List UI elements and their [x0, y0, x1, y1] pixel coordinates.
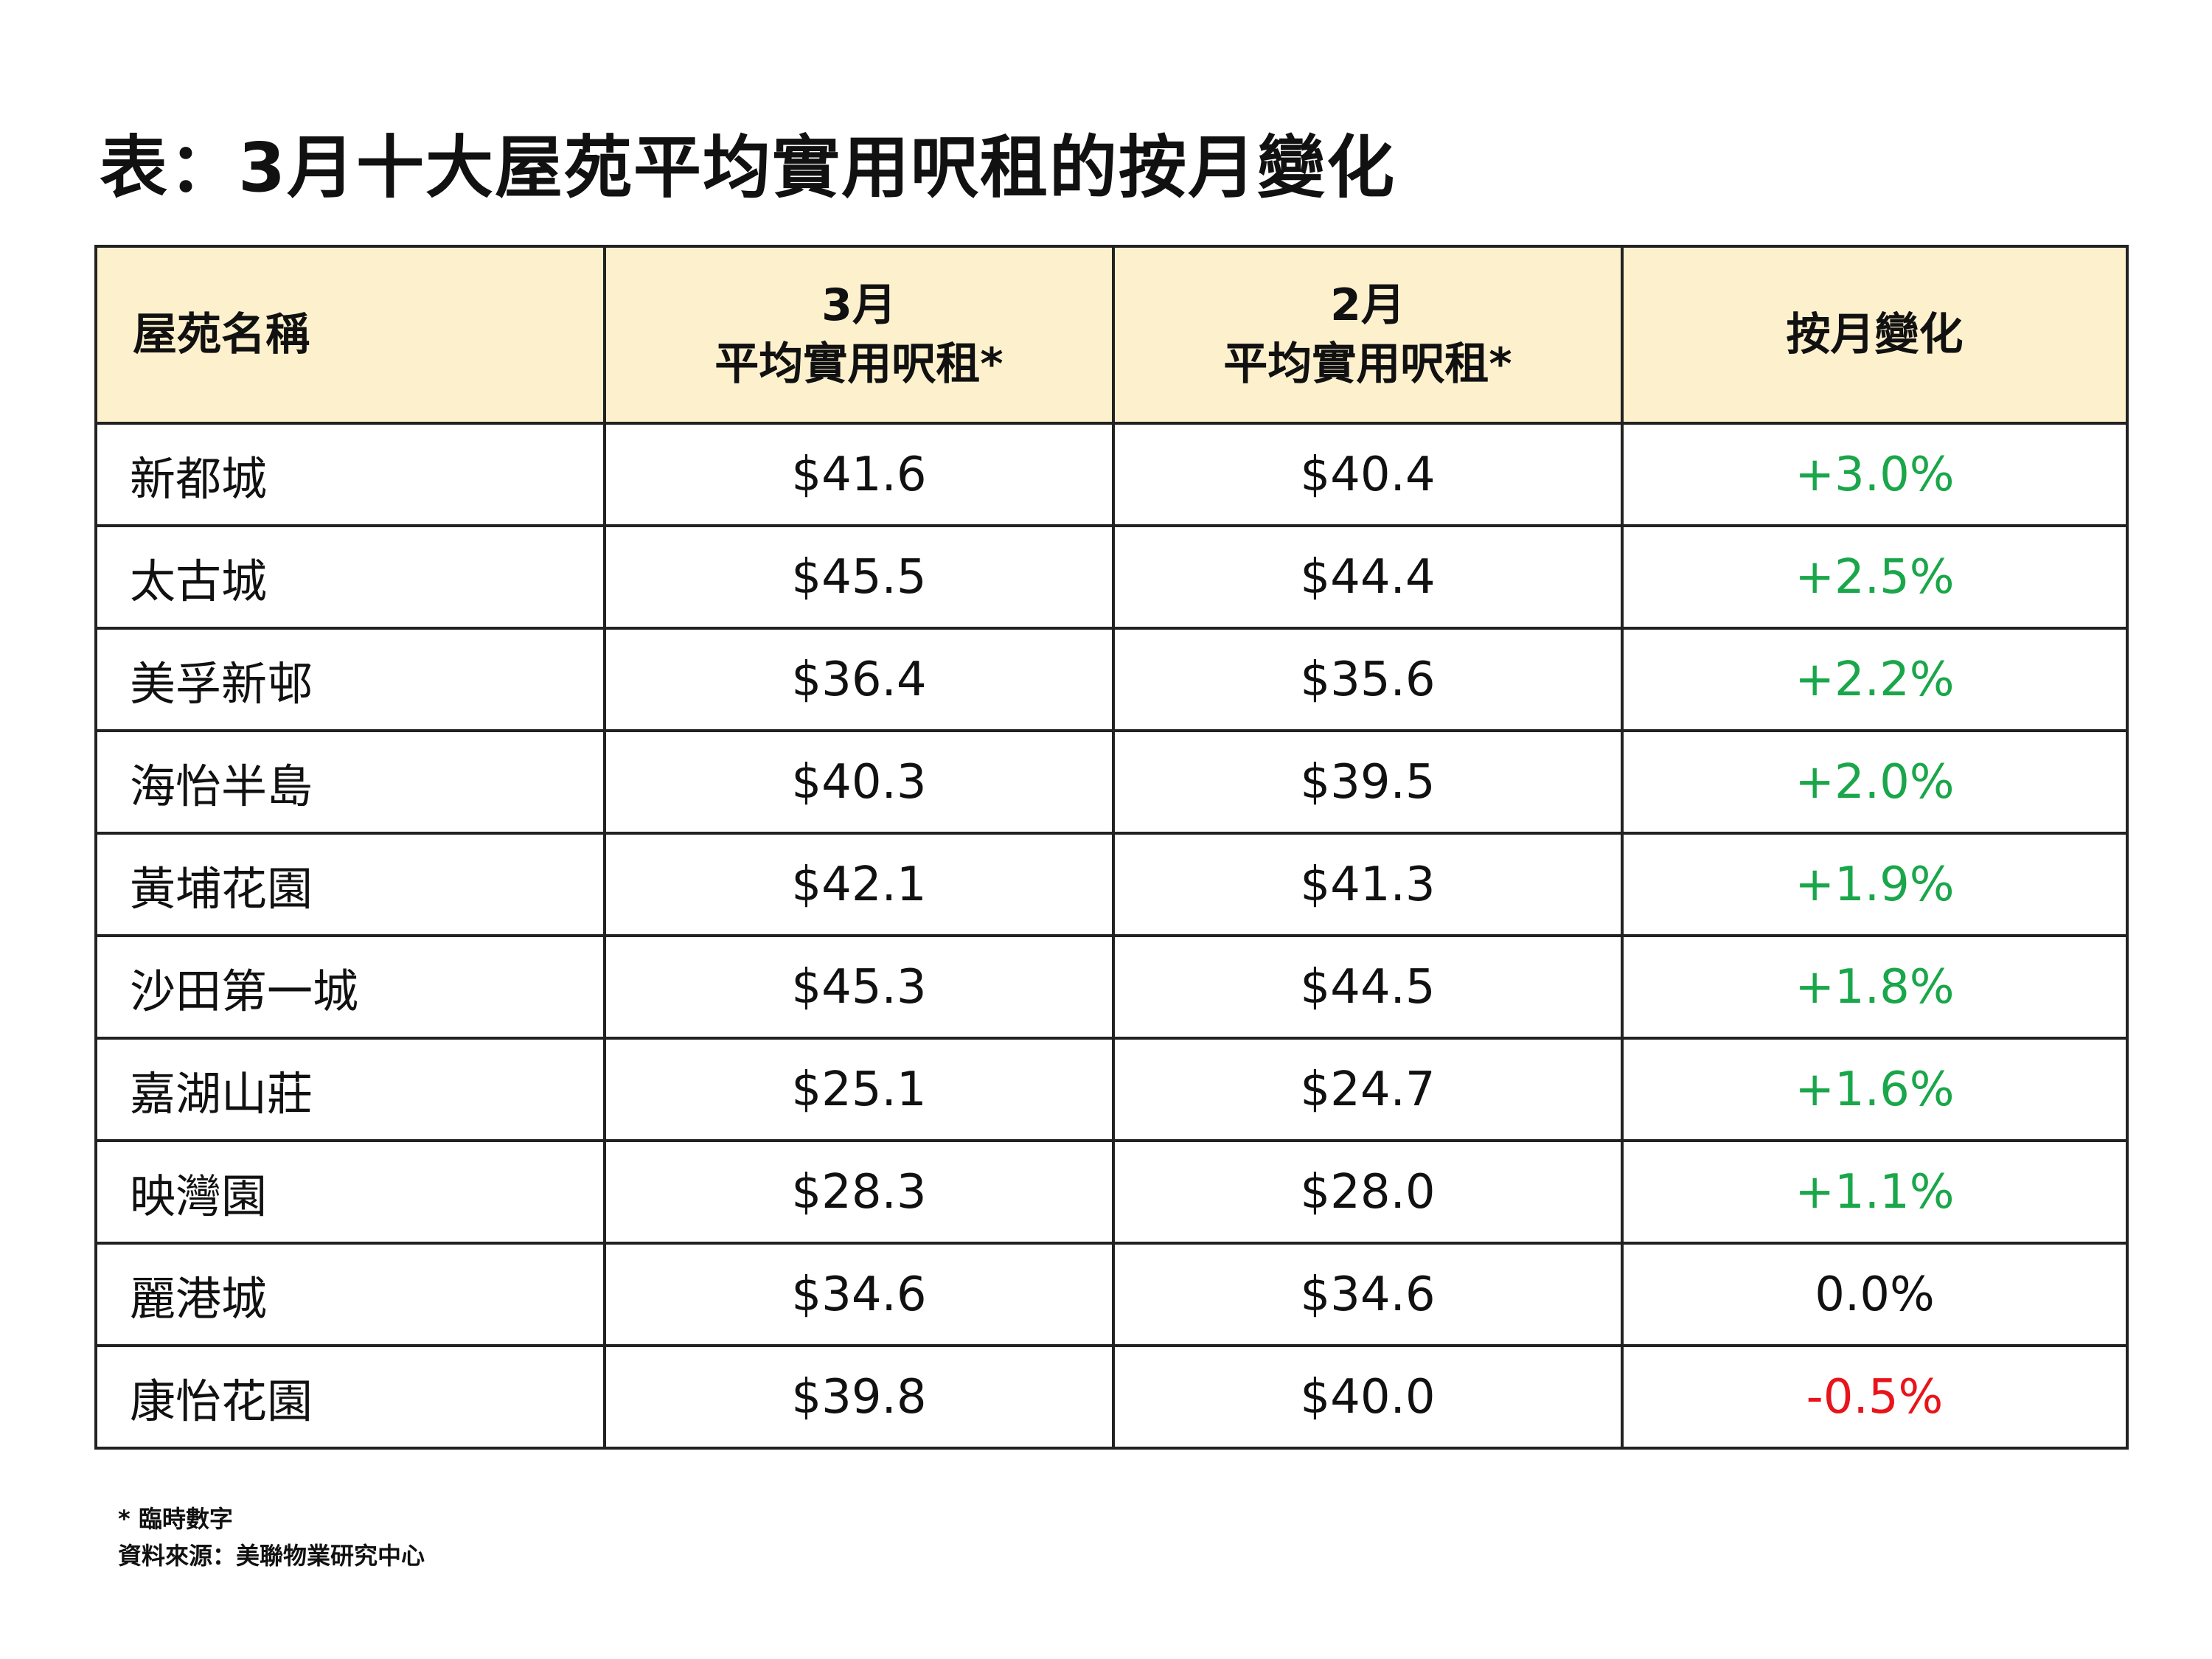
monthly-change-cell: +2.0%	[1621, 729, 2129, 835]
feb-rent-cell: $28.0	[1112, 1139, 1624, 1245]
provisional-note: * 臨時數字	[118, 1505, 233, 1533]
table-row: 康怡花園 $39.8 $40.0 -0.5%	[94, 1344, 2129, 1450]
march-rent-cell: $25.1	[603, 1037, 1115, 1142]
header-march-rent: 3月 平均實用呎租*	[603, 245, 1115, 425]
monthly-change-cell: +1.1%	[1621, 1139, 2129, 1245]
feb-rent-cell: $41.3	[1112, 832, 1624, 937]
estate-name-cell: 沙田第一城	[94, 934, 606, 1040]
march-rent-cell: $45.5	[603, 524, 1115, 630]
table-row: 麗港城 $34.6 $34.6 0.0%	[94, 1242, 2129, 1347]
page-title: 表：3月十大屋苑平均實用呎租的按月變化	[100, 128, 1397, 207]
header-estate-name: 屋苑名稱	[94, 245, 606, 425]
table-row: 太古城 $45.5 $44.4 +2.5%	[94, 524, 2129, 630]
march-rent-cell: $41.6	[603, 422, 1115, 527]
monthly-change-cell: 0.0%	[1621, 1242, 2129, 1347]
march-rent-cell: $34.6	[603, 1242, 1115, 1347]
table-row: 沙田第一城 $45.3 $44.5 +1.8%	[94, 934, 2129, 1040]
estate-name-cell: 太古城	[94, 524, 606, 630]
header-feb-rent: 2月 平均實用呎租*	[1112, 245, 1624, 425]
march-rent-cell: $45.3	[603, 934, 1115, 1040]
monthly-change-cell: +2.2%	[1621, 627, 2129, 732]
monthly-change-cell: +2.5%	[1621, 524, 2129, 630]
table-row: 美孚新邨 $36.4 $35.6 +2.2%	[94, 627, 2129, 732]
header-feb-month: 2月	[1330, 279, 1405, 331]
monthly-change-cell: +1.6%	[1621, 1037, 2129, 1142]
estate-name-cell: 映灣園	[94, 1139, 606, 1245]
table-row: 新都城 $41.6 $40.4 +3.0%	[94, 422, 2129, 527]
feb-rent-cell: $40.0	[1112, 1344, 1624, 1450]
header-feb-label: 平均實用呎租*	[1223, 338, 1512, 390]
feb-rent-cell: $40.4	[1112, 422, 1624, 527]
monthly-change-cell: +3.0%	[1621, 422, 2129, 527]
header-march-month: 3月	[821, 279, 897, 331]
rent-change-table: 屋苑名稱 3月 平均實用呎租* 2月 平均實用呎租* 按月變化 新都城 $41.…	[94, 245, 2129, 1450]
march-rent-cell: $42.1	[603, 832, 1115, 937]
estate-name-cell: 嘉湖山莊	[94, 1037, 606, 1142]
estate-name-cell: 美孚新邨	[94, 627, 606, 732]
estate-name-cell: 海怡半島	[94, 729, 606, 835]
march-rent-cell: $28.3	[603, 1139, 1115, 1245]
estate-name-cell: 新都城	[94, 422, 606, 527]
estate-name-cell: 麗港城	[94, 1242, 606, 1347]
footnotes: * 臨時數字 資料來源：美聯物業研究中心	[118, 1500, 425, 1574]
feb-rent-cell: $24.7	[1112, 1037, 1624, 1142]
feb-rent-cell: $39.5	[1112, 729, 1624, 835]
feb-rent-cell: $34.6	[1112, 1242, 1624, 1347]
feb-rent-cell: $35.6	[1112, 627, 1624, 732]
estate-name-cell: 黃埔花園	[94, 832, 606, 937]
march-rent-cell: $39.8	[603, 1344, 1115, 1450]
table-row: 映灣園 $28.3 $28.0 +1.1%	[94, 1139, 2129, 1245]
march-rent-cell: $40.3	[603, 729, 1115, 835]
table-header: 屋苑名稱 3月 平均實用呎租* 2月 平均實用呎租* 按月變化	[94, 245, 2129, 425]
table-row: 黃埔花園 $42.1 $41.3 +1.9%	[94, 832, 2129, 937]
feb-rent-cell: $44.5	[1112, 934, 1624, 1040]
source-note: 資料來源：美聯物業研究中心	[118, 1542, 425, 1570]
monthly-change-cell: +1.8%	[1621, 934, 2129, 1040]
header-march-label: 平均實用呎租*	[714, 338, 1004, 390]
table-row: 嘉湖山莊 $25.1 $24.7 +1.6%	[94, 1037, 2129, 1142]
monthly-change-cell: -0.5%	[1621, 1344, 2129, 1450]
estate-name-cell: 康怡花園	[94, 1344, 606, 1450]
header-row: 屋苑名稱 3月 平均實用呎租* 2月 平均實用呎租* 按月變化	[94, 245, 2129, 425]
table-body: 新都城 $41.6 $40.4 +3.0% 太古城 $45.5 $44.4 +2…	[94, 422, 2129, 1450]
feb-rent-cell: $44.4	[1112, 524, 1624, 630]
monthly-change-cell: +1.9%	[1621, 832, 2129, 937]
table-row: 海怡半島 $40.3 $39.5 +2.0%	[94, 729, 2129, 835]
header-monthly-change: 按月變化	[1621, 245, 2129, 425]
march-rent-cell: $36.4	[603, 627, 1115, 732]
